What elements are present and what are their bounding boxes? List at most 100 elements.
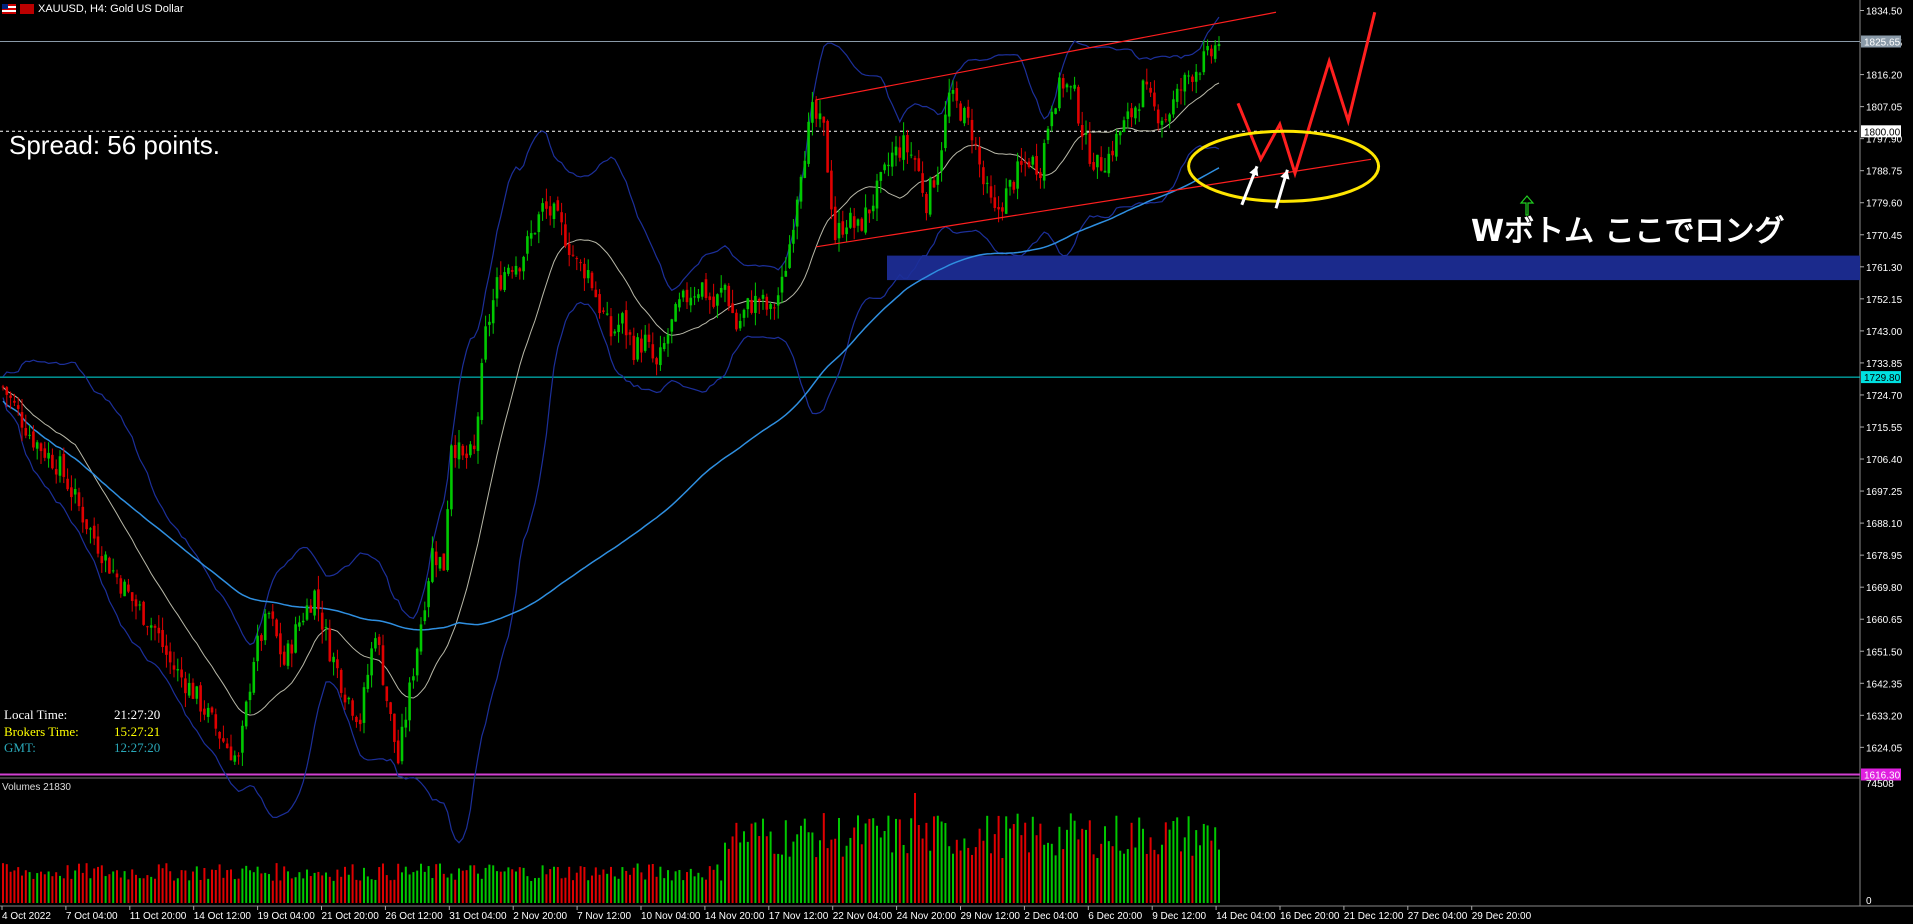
candle (119, 575, 123, 598)
volume-bar (1214, 827, 1217, 903)
candle-body (70, 487, 73, 498)
volume-bar (1081, 828, 1084, 903)
candle-body (168, 651, 172, 663)
volume-bar (754, 822, 757, 903)
candle (415, 647, 419, 682)
y-tick-label: 1706.40 (1866, 455, 1903, 466)
candle (826, 119, 829, 173)
candle (434, 541, 438, 578)
candle-body (472, 445, 476, 450)
candle (206, 703, 210, 723)
candle (526, 230, 529, 261)
volume-bar (572, 880, 574, 903)
volume-bar (1062, 849, 1065, 903)
volume-bar (534, 878, 536, 903)
candle (807, 112, 810, 167)
y-tick-label: 1770.45 (1866, 231, 1903, 242)
volume-bar (351, 864, 354, 903)
chart-header: XAUUSD, H4: Gold US Dollar (2, 3, 184, 15)
volume-bar (902, 844, 905, 903)
candle (921, 161, 924, 197)
candle (1073, 76, 1076, 92)
candle (408, 677, 411, 732)
volume-bar (127, 879, 130, 903)
volume-bar (97, 866, 99, 903)
volume-bar (461, 870, 464, 903)
y-tick-label: 1697.25 (1866, 487, 1903, 498)
candle (989, 175, 993, 204)
candle-body (260, 635, 263, 641)
candle-body (453, 445, 457, 458)
candle-body (43, 448, 47, 458)
candle (1004, 178, 1008, 215)
y-tick-label: 1807.05 (1866, 103, 1903, 114)
candle-body (32, 431, 35, 448)
candle-body (731, 303, 734, 314)
volume-bar (515, 871, 517, 903)
volume-bar (51, 876, 54, 903)
candle-body (833, 206, 837, 241)
volume-bar (450, 873, 453, 903)
volume-bar (838, 817, 840, 903)
candle-body (1077, 86, 1080, 124)
candle-body (423, 610, 427, 622)
candle (514, 256, 518, 278)
volume-bar (1058, 826, 1061, 903)
candle (765, 293, 769, 316)
candle-body (529, 233, 533, 239)
volume-bar (731, 836, 734, 903)
candle (757, 297, 761, 314)
candle (731, 289, 734, 314)
candle-body (465, 453, 468, 458)
candle-body (537, 214, 541, 233)
candle (480, 358, 484, 425)
candle-body (35, 442, 39, 449)
volume-bar (990, 853, 992, 903)
candle-body (1210, 48, 1213, 57)
candle (883, 162, 886, 174)
candle-body (39, 443, 43, 452)
candle (355, 715, 358, 728)
candle (393, 713, 396, 753)
volume-bar (1168, 829, 1171, 903)
candle-body (594, 289, 598, 298)
volume-bar (686, 872, 688, 903)
candle (77, 487, 81, 512)
candle-body (685, 289, 689, 303)
candle-body (290, 644, 294, 654)
volume-bar (537, 877, 540, 903)
candle-body (28, 434, 31, 436)
volume-bar (640, 872, 643, 903)
volume-bar (404, 866, 407, 903)
volume-bar (332, 880, 335, 903)
candle-body (457, 442, 461, 460)
candle-body (187, 682, 191, 696)
volume-bar (154, 878, 156, 903)
candle (864, 194, 867, 235)
candle-body (1035, 156, 1038, 175)
volume-bar (971, 854, 973, 903)
candle-body (180, 669, 183, 678)
candle (218, 731, 221, 749)
candle-body (20, 412, 24, 428)
volume-bar (929, 850, 932, 903)
bollinger-upper (2, 16, 1220, 646)
candle-body (1191, 76, 1194, 82)
support-zone (887, 255, 1860, 281)
volume-bar (1111, 846, 1114, 903)
candle-body (761, 294, 765, 299)
volume-bar (853, 827, 856, 903)
candle (712, 283, 715, 309)
candle (157, 615, 161, 643)
highlight-ellipse (1187, 129, 1381, 203)
candle-body (282, 651, 286, 665)
support-zone-rect (887, 255, 1860, 281)
volume-bar (397, 863, 400, 903)
candle-body (1213, 45, 1217, 59)
candle (575, 256, 579, 271)
x-tick-label: 17 Nov 12:00 (769, 911, 829, 922)
volume-bar (1172, 821, 1175, 903)
candle (594, 281, 598, 298)
candle-body (955, 88, 959, 101)
